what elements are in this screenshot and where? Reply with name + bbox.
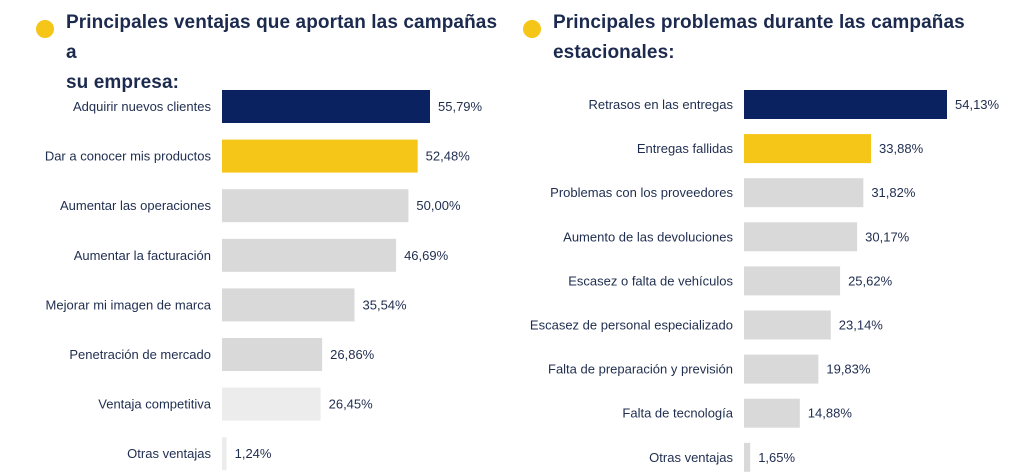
right-value-label: 54,13% (955, 97, 1000, 112)
right-title-line-2: estacionales: (553, 42, 675, 63)
right-value-label: 19,83% (826, 362, 871, 377)
right-bar (744, 310, 831, 340)
right-value-label: 1,65% (758, 450, 795, 465)
left-category-label: Otras ventajas (127, 446, 211, 461)
left-category-label: Aumentar las operaciones (60, 198, 212, 213)
left-bar (222, 139, 418, 173)
right-category-label: Aumento de las devoluciones (563, 229, 733, 244)
right-chart-title: Principales problemas durante las campañ… (553, 8, 993, 68)
right-value-label: 31,82% (871, 185, 916, 200)
left-category-label: Aumentar la facturación (74, 248, 211, 263)
left-value-label: 46,69% (404, 248, 449, 263)
left-bar (222, 437, 227, 471)
left-title-line-1: Principales ventajas que aportan las cam… (66, 12, 498, 63)
right-value-label: 25,62% (848, 273, 893, 288)
right-value-label: 23,14% (839, 318, 884, 333)
left-category-label: Penetración de mercado (69, 347, 211, 362)
right-bar-chart: Retrasos en las entregas 54,13% Entregas f… (530, 90, 1000, 472)
left-value-label: 55,79% (438, 99, 483, 114)
right-category-label: Falta de preparación y previsión (548, 362, 733, 377)
left-value-label: 50,00% (416, 198, 461, 213)
left-category-label: Mejorar mi imagen de marca (46, 297, 212, 312)
left-value-label: 26,45% (329, 397, 374, 412)
left-value-label: 1,24% (235, 446, 272, 461)
left-bar (222, 288, 355, 322)
right-value-label: 33,88% (879, 141, 924, 156)
left-bar (222, 90, 430, 123)
right-value-label: 30,17% (865, 229, 910, 244)
left-category-label: Adquirir nuevos clientes (73, 99, 212, 114)
right-bar (744, 354, 819, 384)
right-category-label: Otras ventajas (649, 450, 733, 465)
right-category-label: Falta de tecnología (622, 406, 733, 421)
right-value-label: 14,88% (808, 406, 853, 421)
right-bar (744, 178, 864, 208)
left-bar (222, 387, 321, 421)
right-bar (744, 442, 751, 472)
right-bar (744, 134, 872, 164)
right-category-label: Escasez de personal especializado (530, 318, 733, 333)
left-bar (222, 238, 397, 272)
right-category-label: Problemas con los proveedores (550, 185, 733, 200)
right-bar (744, 222, 858, 252)
right-category-label: Escasez o falta de vehículos (568, 273, 733, 288)
left-title-dot-icon (36, 20, 54, 38)
right-bar (744, 90, 947, 119)
left-bar (222, 338, 323, 371)
right-bar (744, 398, 800, 428)
left-bar (222, 189, 409, 223)
right-title-dot-icon (523, 20, 541, 38)
left-value-label: 26,86% (330, 347, 375, 362)
left-title-line-2: su empresa: (66, 72, 180, 93)
right-category-label: Entregas fallidas (637, 141, 734, 156)
left-category-label: Ventaja competitiva (98, 397, 212, 412)
right-bar (744, 266, 841, 296)
right-category-label: Retrasos en las entregas (588, 97, 733, 112)
left-value-label: 52,48% (426, 149, 471, 164)
left-chart-title: Principales ventajas que aportan las cam… (66, 8, 506, 98)
left-category-label: Dar a conocer mis productos (45, 149, 212, 164)
left-bar-chart: Adquirir nuevos clientes 55,79% Dar a cono… (45, 90, 483, 471)
right-title-line-1: Principales problemas durante las campañ… (553, 12, 965, 33)
left-value-label: 35,54% (363, 297, 408, 312)
